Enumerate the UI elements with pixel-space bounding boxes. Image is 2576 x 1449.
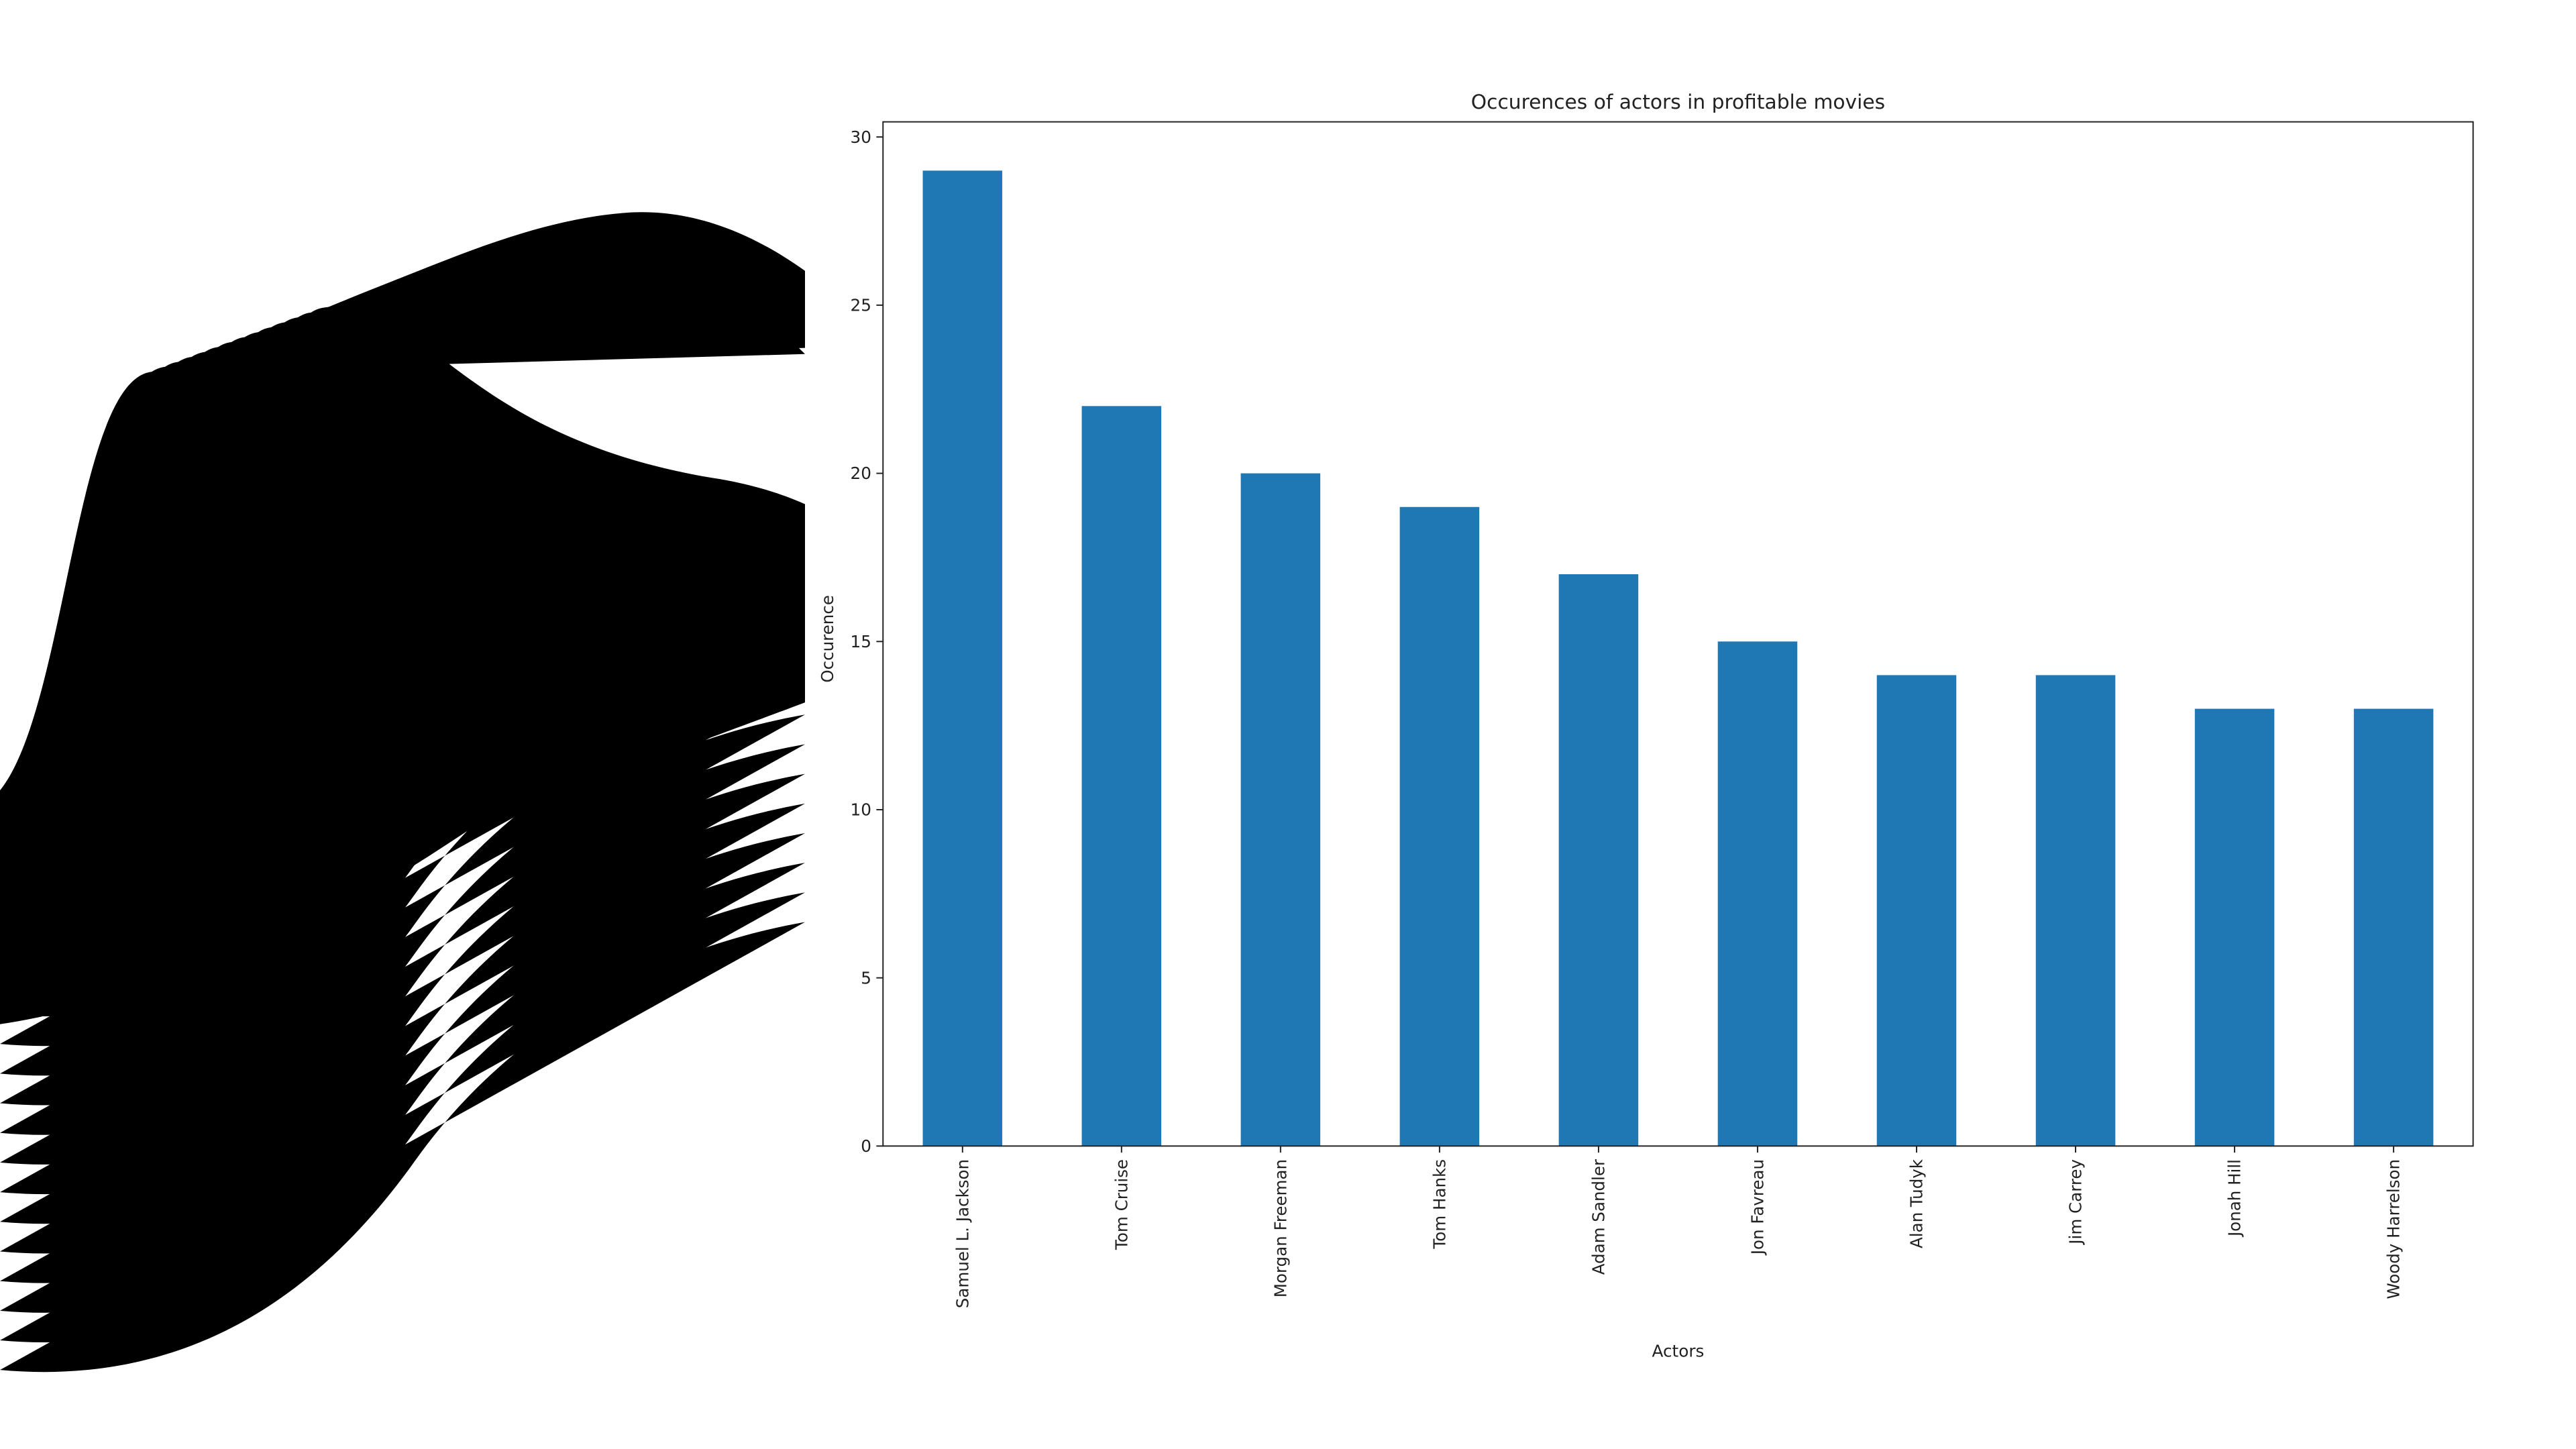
y-tick-label: 5 [861,968,871,987]
plot-frame [882,121,2474,1147]
x-tick-label: Morgan Freeman [1271,1159,1290,1297]
x-tick-label: Adam Sandler [1589,1159,1608,1275]
bar [2353,708,2434,1146]
y-axis-label: Occurence [818,595,837,683]
x-tick-label: Jon Favreau [1748,1159,1768,1256]
bar [1399,506,1480,1146]
x-tick-label: Woody Harrelson [2384,1159,2404,1299]
bar [1558,574,1639,1146]
x-tick-label: Tom Cruise [1112,1159,1131,1250]
decorative-waves [0,212,805,1373]
y-tick-label: 30 [851,127,871,147]
bar [1717,641,1798,1146]
bar [2035,675,2116,1146]
y-tick-label: 15 [851,632,871,651]
x-tick-label: Jonah Hill [2225,1159,2245,1238]
x-tick-label: Samuel L. Jackson [953,1159,972,1308]
bar [2194,708,2275,1146]
y-tick-label: 0 [861,1136,871,1156]
x-tick-label: Jim Carrey [2066,1159,2086,1246]
bar [1876,675,1957,1146]
bar [1240,473,1321,1146]
y-tick-label: 20 [851,464,871,483]
x-axis-label: Actors [1652,1342,1704,1361]
x-tick-label: Tom Hanks [1430,1159,1449,1250]
chart-title: Occurences of actors in profitable movie… [1471,91,1885,113]
bar [1081,406,1162,1146]
y-tick-label: 25 [851,296,871,315]
wave-line [224,212,805,346]
x-tick-label: Alan Tudyk [1907,1159,1927,1248]
bar [922,170,1003,1146]
y-tick-label: 10 [851,800,871,820]
